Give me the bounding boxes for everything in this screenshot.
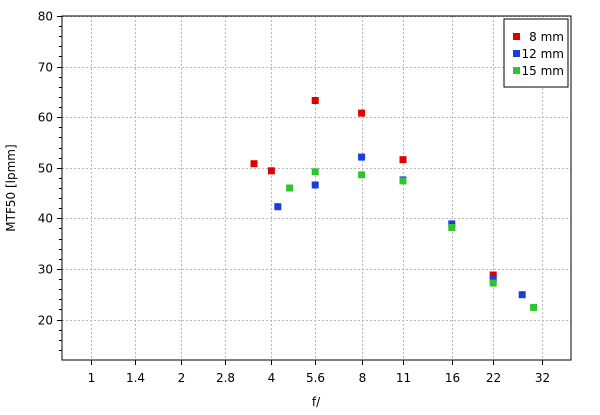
legend-swatch bbox=[513, 50, 520, 57]
data-point-12-mm bbox=[311, 181, 319, 189]
legend: 8 mm 12 mm 15 mm bbox=[503, 18, 569, 88]
axis-ticks bbox=[57, 16, 543, 365]
plot-area bbox=[61, 15, 572, 361]
x-tick-label: 2 bbox=[178, 371, 186, 385]
x-axis-label: f/ bbox=[312, 395, 321, 409]
data-point-12-mm bbox=[358, 153, 366, 161]
x-tick-label: 5.6 bbox=[306, 371, 325, 385]
y-axis-label: MTF50 [lpmm] bbox=[4, 144, 18, 231]
x-tick-label: 32 bbox=[535, 371, 550, 385]
x-tick-label: 22 bbox=[486, 371, 501, 385]
data-point-8-mm bbox=[489, 271, 497, 279]
grid bbox=[62, 16, 571, 360]
y-tick-label: 50 bbox=[38, 162, 53, 176]
data-point-15-mm bbox=[530, 303, 538, 311]
data-point-15-mm bbox=[489, 279, 497, 287]
legend-swatch bbox=[513, 33, 520, 40]
data-point-12-mm bbox=[448, 220, 456, 228]
data-point-8-mm bbox=[311, 97, 319, 104]
y-tick-label: 60 bbox=[38, 111, 53, 125]
data-point-8-mm bbox=[358, 109, 366, 117]
data-point-12-mm bbox=[489, 275, 497, 283]
data-point-15-mm bbox=[399, 177, 407, 185]
x-tick-label: 2.8 bbox=[216, 371, 235, 385]
legend-label: 8 mm bbox=[529, 30, 564, 44]
data-point-8-mm bbox=[399, 156, 407, 164]
x-axis-tick-labels: 1 1.4 2 2.8 4 5.6 8 11 16 22 32 bbox=[88, 371, 550, 385]
y-axis-tick-labels: 20 30 40 50 60 70 80 bbox=[38, 10, 53, 328]
y-tick-label: 40 bbox=[38, 212, 53, 226]
legend-label: 12 mm bbox=[522, 47, 564, 61]
data-point-15-mm bbox=[448, 224, 456, 231]
data-point-15-mm bbox=[286, 184, 294, 192]
x-tick-label: 4 bbox=[268, 371, 276, 385]
y-tick-label: 20 bbox=[38, 314, 53, 328]
y-tick-label: 30 bbox=[38, 263, 53, 277]
data-point-12-mm bbox=[274, 203, 282, 211]
y-tick-label: 70 bbox=[38, 61, 53, 75]
y-tick-label: 80 bbox=[38, 10, 53, 24]
x-tick-label: 8 bbox=[359, 371, 367, 385]
x-tick-label: 11 bbox=[396, 371, 411, 385]
data-points bbox=[250, 97, 538, 311]
data-point-15-mm bbox=[358, 171, 366, 179]
data-point-12-mm bbox=[518, 291, 526, 299]
data-point-15-mm bbox=[311, 168, 319, 176]
x-tick-label: 1.4 bbox=[126, 371, 145, 385]
x-tick-label: 1 bbox=[88, 371, 96, 385]
x-tick-label: 16 bbox=[445, 371, 460, 385]
data-point-8-mm bbox=[250, 160, 258, 168]
legend-swatch bbox=[513, 67, 520, 74]
legend-label: 15 mm bbox=[522, 64, 564, 78]
data-point-8-mm bbox=[267, 167, 275, 175]
